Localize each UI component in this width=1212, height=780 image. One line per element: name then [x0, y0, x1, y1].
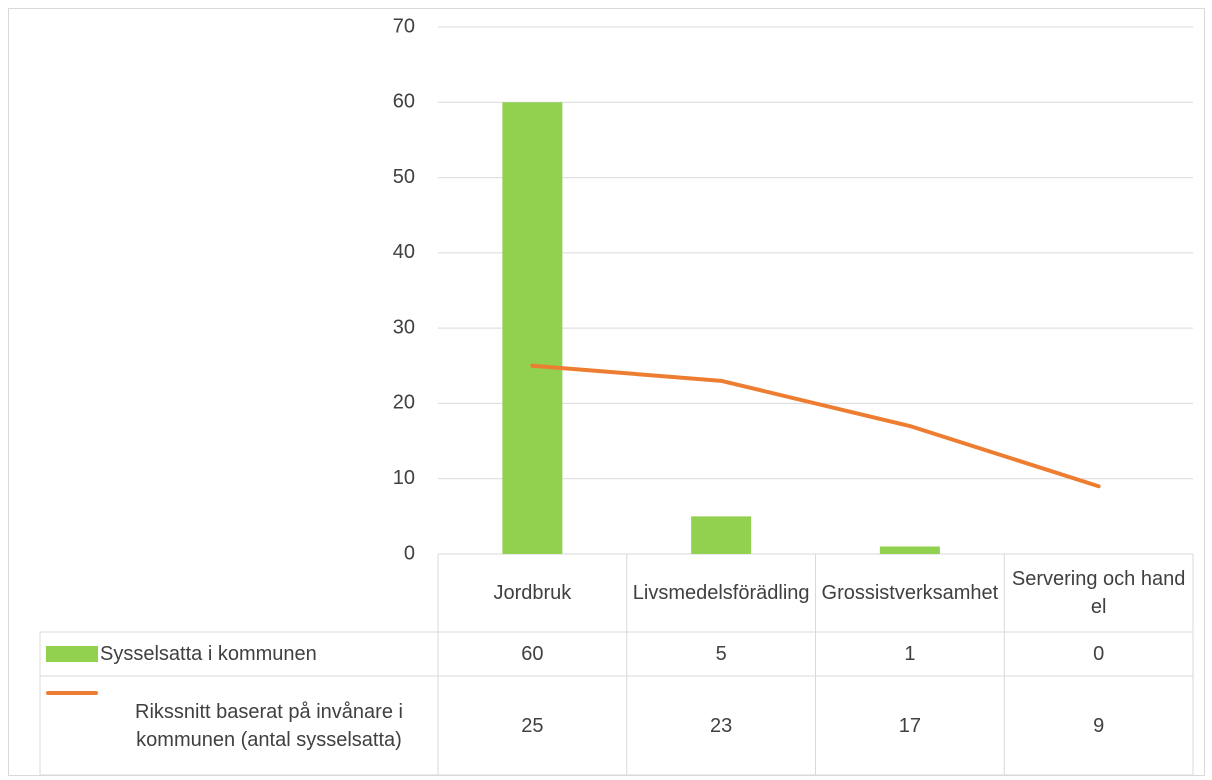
category-label: Jordbruk: [493, 582, 572, 604]
table-value: 0: [1093, 643, 1105, 665]
y-tick-label: 0: [404, 542, 415, 564]
category-label: Grossistverksamhet: [821, 582, 999, 604]
y-tick-label: 70: [393, 15, 415, 37]
table-value: 9: [1093, 714, 1105, 737]
legend-label: Sysselsatta i kommunen: [100, 643, 317, 665]
legend-key: [46, 646, 98, 662]
legend-label: Rikssnitt baserat på invånare i kommunen…: [135, 700, 403, 751]
y-tick-label: 10: [393, 467, 415, 489]
bar: [879, 546, 940, 554]
bar: [691, 516, 752, 554]
y-tick-label: 20: [393, 392, 415, 414]
bar: [502, 102, 563, 555]
category-label: Servering och handel: [1011, 568, 1186, 618]
y-tick-label: 50: [393, 166, 415, 188]
y-tick-label: 30: [393, 316, 415, 338]
y-tick-label: 60: [393, 91, 415, 113]
line: [530, 363, 1101, 489]
y-tick-label: 40: [393, 241, 415, 263]
category-label: Livsmedelsförädling: [632, 582, 810, 604]
table-value: 1: [904, 643, 916, 665]
table-value: 60: [521, 643, 544, 665]
table-value: 17: [898, 714, 921, 737]
table-value: 25: [521, 714, 544, 737]
table-value: 5: [715, 643, 727, 665]
table-value: 23: [710, 714, 733, 737]
